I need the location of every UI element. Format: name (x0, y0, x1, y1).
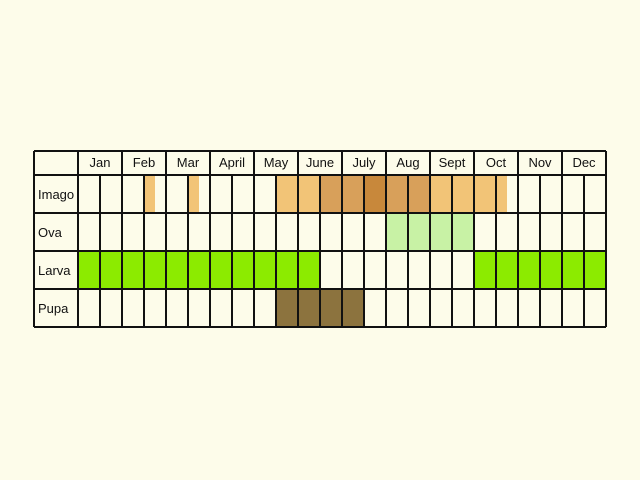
row-labels: Imago Ova Larva Pupa (38, 187, 74, 316)
month-label-nov: Nov (528, 155, 552, 170)
cell-larva-8 (254, 251, 276, 289)
cell-larva-1 (100, 251, 122, 289)
cell-imago-3 (144, 175, 155, 213)
cell-larva-7 (232, 251, 254, 289)
cell-pupa-9 (276, 289, 298, 327)
cell-ova-17 (452, 213, 474, 251)
row-label-ova: Ova (38, 225, 63, 240)
month-label-june: June (306, 155, 334, 170)
cell-larva-21 (540, 251, 562, 289)
cell-larva-19 (496, 251, 518, 289)
cell-pupa-11 (320, 289, 342, 327)
cell-pupa-12 (342, 289, 364, 327)
cell-larva-4 (166, 251, 188, 289)
row-label-pupa: Pupa (38, 301, 69, 316)
cell-imago-9 (276, 175, 298, 213)
cell-imago-17 (452, 175, 474, 213)
row-label-imago: Imago (38, 187, 74, 202)
month-label-jan: Jan (90, 155, 111, 170)
month-label-april: April (219, 155, 245, 170)
month-label-dec: Dec (572, 155, 596, 170)
cell-imago-16 (430, 175, 452, 213)
month-label-aug: Aug (396, 155, 419, 170)
cell-imago-13 (364, 175, 386, 213)
cell-larva-5 (188, 251, 210, 289)
cell-larva-6 (210, 251, 232, 289)
cell-larva-20 (518, 251, 540, 289)
cell-ova-16 (430, 213, 452, 251)
cell-ova-14 (386, 213, 408, 251)
cell-larva-22 (562, 251, 584, 289)
grid-lines (33, 150, 607, 328)
month-label-july: July (352, 155, 376, 170)
cell-pupa-10 (298, 289, 320, 327)
cell-larva-3 (144, 251, 166, 289)
cell-larva-23 (584, 251, 606, 289)
cell-imago-10 (298, 175, 320, 213)
cell-imago-15 (408, 175, 430, 213)
month-label-feb: Feb (133, 155, 155, 170)
cell-imago-11 (320, 175, 342, 213)
cell-imago-5 (188, 175, 199, 213)
cell-ova-15 (408, 213, 430, 251)
month-label-oct: Oct (486, 155, 507, 170)
cell-imago-18 (474, 175, 496, 213)
month-label-mar: Mar (177, 155, 200, 170)
cell-larva-0 (78, 251, 100, 289)
cell-imago-12 (342, 175, 364, 213)
cell-larva-2 (122, 251, 144, 289)
cell-larva-10 (298, 251, 320, 289)
row-label-larva: Larva (38, 263, 71, 278)
cell-larva-9 (276, 251, 298, 289)
month-label-sept: Sept (439, 155, 466, 170)
month-labels: Jan Feb Mar April May June July Aug Sept Oct Nov De… (90, 155, 597, 170)
cell-imago-14 (386, 175, 408, 213)
cell-larva-18 (474, 251, 496, 289)
cell-imago-19 (496, 175, 507, 213)
month-label-may: May (264, 155, 289, 170)
